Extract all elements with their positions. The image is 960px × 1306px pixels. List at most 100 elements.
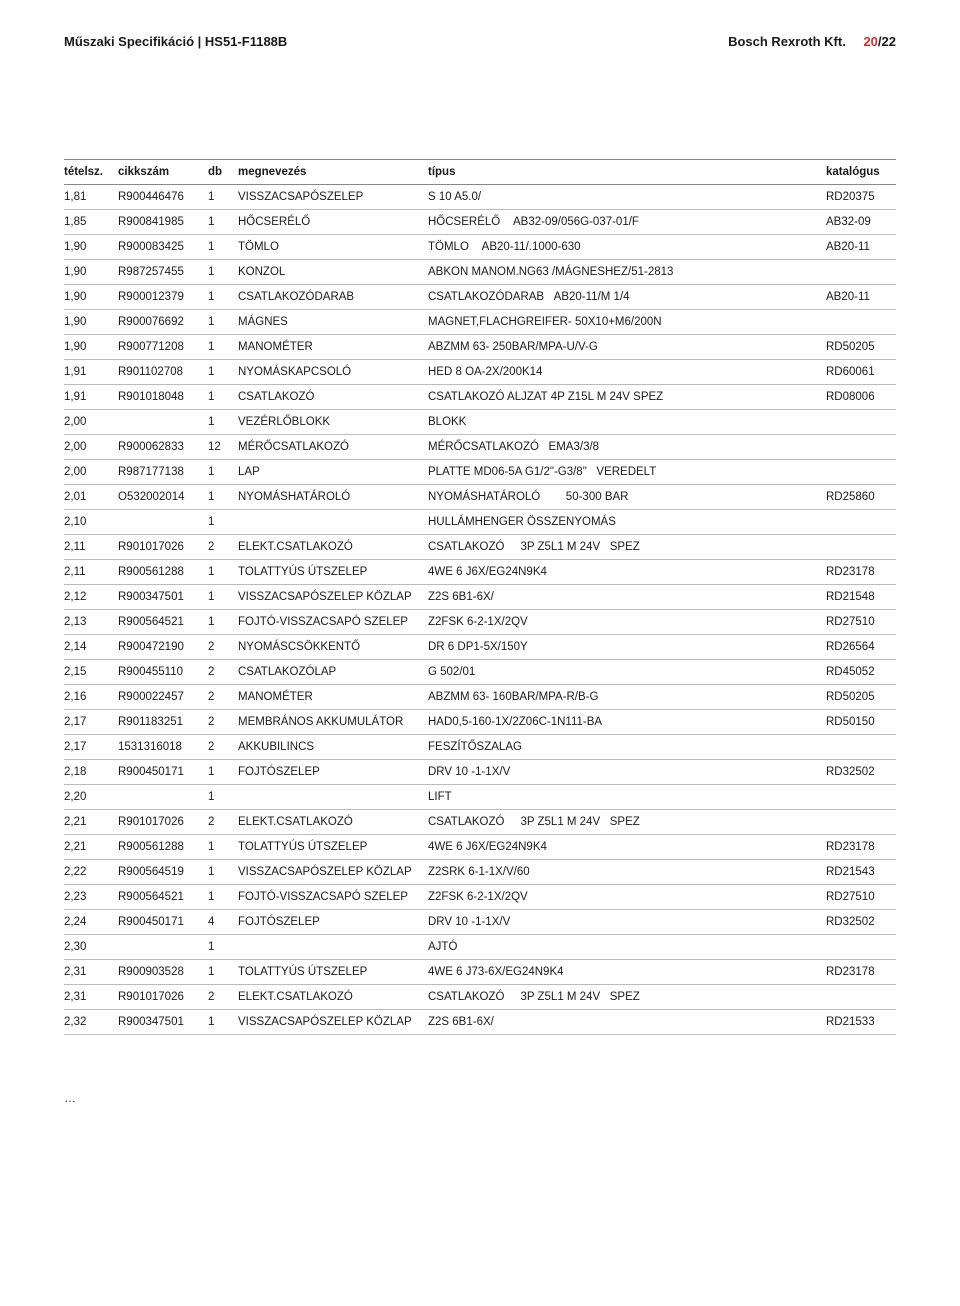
cell-cikkszam: R900446476	[118, 185, 208, 210]
table-row: 2,00R90006283312MÉRŐCSATLAKOZÓMÉRŐCSATLA…	[64, 435, 896, 460]
table-row: 2,301AJTÓ	[64, 935, 896, 960]
cell-cikkszam: R900561288	[118, 560, 208, 585]
cell-tetelsz: 1,90	[64, 235, 118, 260]
cell-tetelsz: 2,16	[64, 685, 118, 710]
cell-katalogus	[826, 810, 896, 835]
cell-db: 1	[208, 285, 238, 310]
cell-db: 1	[208, 260, 238, 285]
cell-cikkszam: R900012379	[118, 285, 208, 310]
cell-tetelsz: 2,17	[64, 710, 118, 735]
table-row: 2,14R9004721902NYOMÁSCSÖKKENTŐDR 6 DP1-5…	[64, 635, 896, 660]
cell-db: 2	[208, 735, 238, 760]
cell-megnevezes	[238, 510, 428, 535]
cell-cikkszam: R900564521	[118, 610, 208, 635]
cell-tetelsz: 1,91	[64, 385, 118, 410]
cell-cikkszam: R900903528	[118, 960, 208, 985]
cell-db: 1	[208, 860, 238, 885]
table-row: 2,32R9003475011VISSZACSAPÓSZELEP KÖZLAPZ…	[64, 1010, 896, 1035]
cell-katalogus: RD08006	[826, 385, 896, 410]
table-row: 1,90R9000766921MÁGNESMAGNET,FLACHGREIFER…	[64, 310, 896, 335]
cell-tipus: ABZMM 63- 160BAR/MPA-R/B-G	[428, 685, 826, 710]
cell-katalogus	[826, 785, 896, 810]
table-row: 2,01O5320020141NYOMÁSHATÁROLÓNYOMÁSHATÁR…	[64, 485, 896, 510]
cell-tetelsz: 2,22	[64, 860, 118, 885]
cell-cikkszam: R900564521	[118, 885, 208, 910]
cell-db: 1	[208, 935, 238, 960]
table-row: 2,15R9004551102CSATLAKOZÓLAPG 502/01RD45…	[64, 660, 896, 685]
cell-katalogus: RD21533	[826, 1010, 896, 1035]
cell-katalogus: RD21548	[826, 585, 896, 610]
cell-cikkszam: R900841985	[118, 210, 208, 235]
col-h-cikkszam: cikkszám	[118, 160, 208, 185]
cell-tipus: G 502/01	[428, 660, 826, 685]
table-head: tételsz. cikkszám db megnevezés típus ka…	[64, 160, 896, 185]
cell-tetelsz: 2,32	[64, 1010, 118, 1035]
cell-db: 1	[208, 460, 238, 485]
cell-katalogus: RD23178	[826, 835, 896, 860]
cell-megnevezes: MEMBRÁNOS AKKUMULÁTOR	[238, 710, 428, 735]
cell-katalogus	[826, 410, 896, 435]
cell-tetelsz: 2,30	[64, 935, 118, 960]
table-row: 2,31R9009035281TOLATTYÚS ÚTSZELEP4WE 6 J…	[64, 960, 896, 985]
table-row: 2,31R9010170262ELEKT.CSATLAKOZÓCSATLAKOZ…	[64, 985, 896, 1010]
cell-megnevezes: NYOMÁSCSÖKKENTŐ	[238, 635, 428, 660]
cell-katalogus	[826, 510, 896, 535]
table-row: 2,17R9011832512MEMBRÁNOS AKKUMULÁTORHAD0…	[64, 710, 896, 735]
cell-tetelsz: 2,21	[64, 810, 118, 835]
cell-db: 1	[208, 835, 238, 860]
cell-cikkszam: R900083425	[118, 235, 208, 260]
page-header: Műszaki Specifikáció | HS51-F1188B Bosch…	[64, 34, 896, 49]
cell-megnevezes: TÖMLO	[238, 235, 428, 260]
cell-tetelsz: 2,17	[64, 735, 118, 760]
cell-katalogus: RD50150	[826, 710, 896, 735]
cell-tetelsz: 2,20	[64, 785, 118, 810]
cell-tipus: TÖMLO AB20-11/.1000-630	[428, 235, 826, 260]
cell-katalogus	[826, 310, 896, 335]
table-row: 2,16R9000224572MANOMÉTERABZMM 63- 160BAR…	[64, 685, 896, 710]
cell-tipus: NYOMÁSHATÁROLÓ 50-300 BAR	[428, 485, 826, 510]
cell-tipus: 4WE 6 J6X/EG24N9K4	[428, 560, 826, 585]
cell-cikkszam	[118, 410, 208, 435]
cell-tipus: CSATLAKOZÓ 3P Z5L1 M 24V SPEZ	[428, 535, 826, 560]
table-row: 1,91R9011027081NYOMÁSKAPCSOLÓHED 8 OA-2X…	[64, 360, 896, 385]
table-row: 2,21R9010170262ELEKT.CSATLAKOZÓCSATLAKOZ…	[64, 810, 896, 835]
cell-cikkszam: R900076692	[118, 310, 208, 335]
cell-katalogus	[826, 985, 896, 1010]
cell-db: 2	[208, 810, 238, 835]
col-h-tetelsz: tételsz.	[64, 160, 118, 185]
cell-cikkszam	[118, 935, 208, 960]
cell-katalogus: RD32502	[826, 760, 896, 785]
cell-cikkszam: R900062833	[118, 435, 208, 460]
cell-cikkszam: R900564519	[118, 860, 208, 885]
cell-megnevezes: ELEKT.CSATLAKOZÓ	[238, 985, 428, 1010]
cell-tetelsz: 2,11	[64, 535, 118, 560]
cell-tipus: HED 8 OA-2X/200K14	[428, 360, 826, 385]
cell-megnevezes: NYOMÁSHATÁROLÓ	[238, 485, 428, 510]
cell-tetelsz: 2,01	[64, 485, 118, 510]
cell-db: 12	[208, 435, 238, 460]
page-total: 22	[882, 34, 896, 49]
cell-megnevezes: MANOMÉTER	[238, 335, 428, 360]
cell-tipus: MAGNET,FLACHGREIFER- 50X10+M6/200N	[428, 310, 826, 335]
cell-db: 1	[208, 885, 238, 910]
cell-db: 1	[208, 760, 238, 785]
cell-megnevezes: TOLATTYÚS ÚTSZELEP	[238, 560, 428, 585]
cell-tipus: HAD0,5-160-1X/2Z06C-1N111-BA	[428, 710, 826, 735]
cell-cikkszam: 1531316018	[118, 735, 208, 760]
cell-tetelsz: 2,00	[64, 435, 118, 460]
cell-katalogus	[826, 535, 896, 560]
cell-db: 1	[208, 410, 238, 435]
table-row: 2,00R9871771381LAPPLATTE MD06-5A G1/2"-G…	[64, 460, 896, 485]
table-row: 1,81R9004464761VISSZACSAPÓSZELEPS 10 A5.…	[64, 185, 896, 210]
cell-cikkszam: O532002014	[118, 485, 208, 510]
cell-katalogus: RD27510	[826, 885, 896, 910]
cell-katalogus: RD45052	[826, 660, 896, 685]
cell-db: 2	[208, 660, 238, 685]
cell-katalogus	[826, 460, 896, 485]
cell-katalogus: AB20-11	[826, 285, 896, 310]
table-body: 1,81R9004464761VISSZACSAPÓSZELEPS 10 A5.…	[64, 185, 896, 1035]
cell-tipus: BLOKK	[428, 410, 826, 435]
cell-katalogus: RD32502	[826, 910, 896, 935]
cell-db: 2	[208, 985, 238, 1010]
company-name: Bosch Rexroth Kft.	[728, 34, 846, 49]
